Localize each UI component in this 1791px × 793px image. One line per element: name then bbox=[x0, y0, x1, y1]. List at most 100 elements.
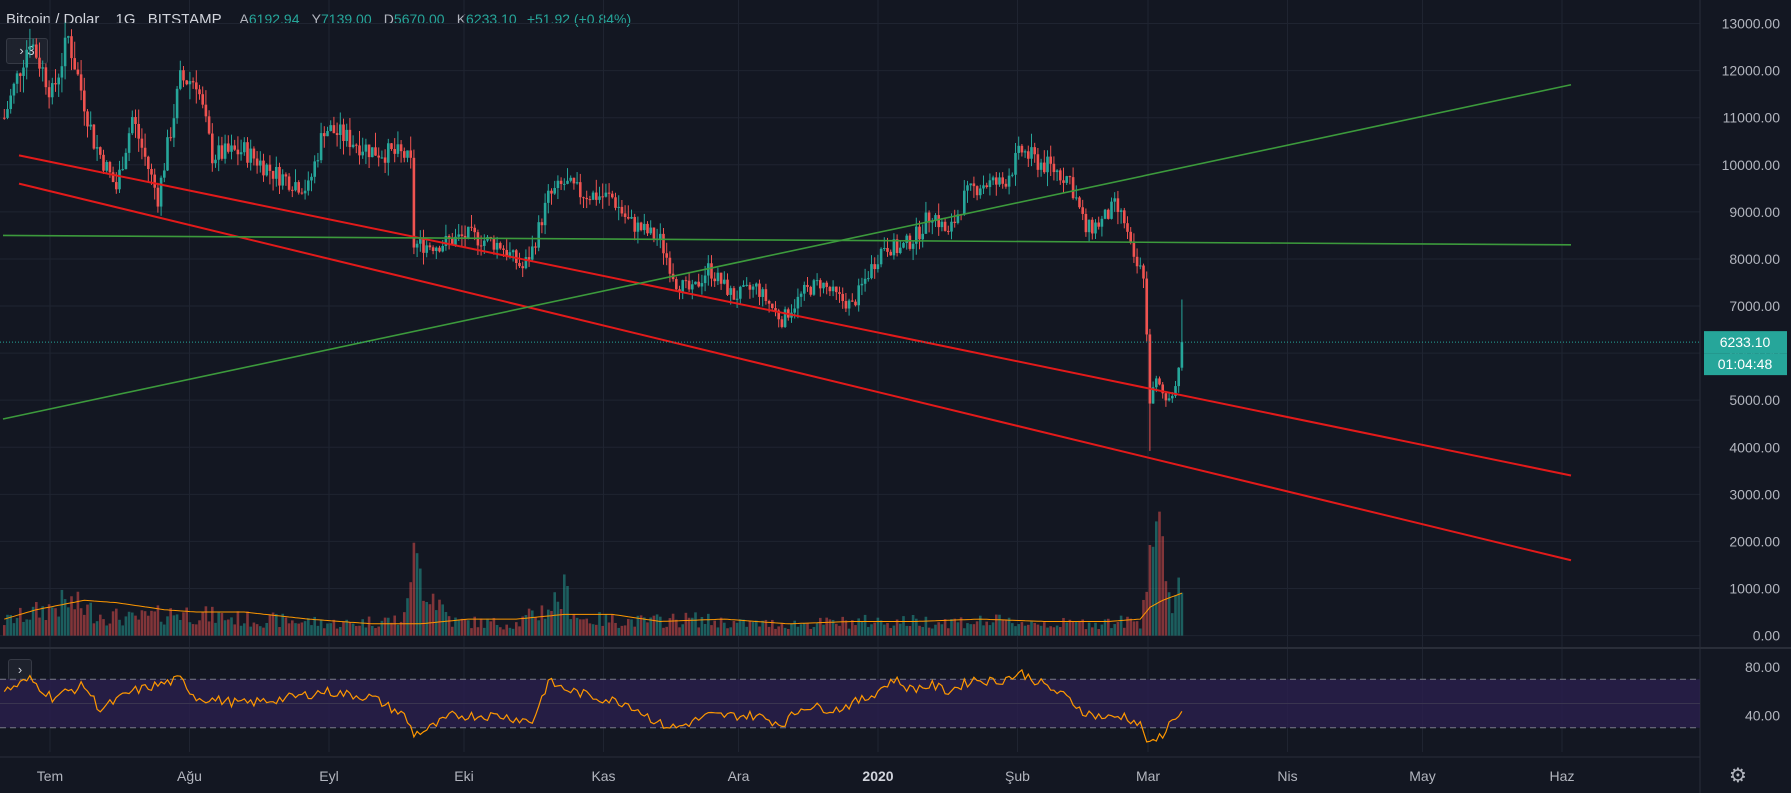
candle-body bbox=[374, 147, 377, 156]
candle-body bbox=[76, 69, 80, 75]
volume-bar bbox=[214, 622, 217, 636]
volume-bar bbox=[217, 612, 220, 636]
volume-bar bbox=[703, 623, 707, 636]
candlestick-series bbox=[3, 22, 1184, 451]
candle-body bbox=[518, 262, 521, 267]
volume-bar bbox=[876, 617, 880, 636]
candle-body bbox=[684, 280, 688, 282]
volume-bar bbox=[278, 627, 281, 636]
volume-bar bbox=[454, 617, 457, 636]
candle-body bbox=[1017, 145, 1020, 153]
rsi-toggle-button[interactable]: › bbox=[8, 659, 32, 681]
volume-bar bbox=[783, 627, 787, 636]
candle-body bbox=[1139, 265, 1142, 267]
volume-bar bbox=[297, 623, 300, 636]
candle-body bbox=[252, 148, 256, 159]
trend-lines[interactable] bbox=[0, 83, 1700, 562]
volume-bar bbox=[230, 617, 233, 636]
candle-body bbox=[159, 177, 163, 207]
candle-body bbox=[364, 144, 368, 152]
volume-bar bbox=[1087, 622, 1091, 636]
candle-body bbox=[633, 217, 636, 232]
volume-bar bbox=[719, 617, 723, 636]
candle-body bbox=[422, 238, 425, 253]
candle-body bbox=[166, 137, 169, 171]
volume-bar bbox=[633, 626, 636, 636]
candle-body bbox=[732, 288, 736, 300]
volume-bar bbox=[803, 623, 806, 636]
candle-body bbox=[310, 176, 313, 181]
candle-body bbox=[745, 284, 748, 286]
volume-bar bbox=[1052, 627, 1056, 636]
volume-bar bbox=[895, 619, 899, 636]
candle-body bbox=[28, 46, 32, 50]
candle-body bbox=[348, 129, 352, 148]
candle-body bbox=[575, 182, 579, 184]
volume-bar bbox=[1071, 621, 1075, 636]
volume-bar bbox=[863, 614, 867, 636]
volume-bar bbox=[739, 619, 742, 636]
volume-bar bbox=[147, 615, 150, 636]
volume-bar bbox=[1033, 622, 1036, 636]
candle-body bbox=[185, 80, 188, 85]
candle-body bbox=[511, 250, 515, 253]
volume-bar bbox=[671, 613, 675, 636]
volume-bar bbox=[911, 615, 915, 636]
candle-body bbox=[19, 73, 22, 76]
volume-bar bbox=[201, 612, 204, 636]
candle-body bbox=[835, 286, 838, 293]
candle-body bbox=[751, 286, 755, 290]
volume-bar bbox=[767, 626, 771, 636]
candle-body bbox=[991, 177, 995, 181]
candle-body bbox=[540, 222, 544, 226]
candle-body bbox=[1059, 170, 1062, 181]
candle-body bbox=[995, 177, 998, 185]
candle-body bbox=[1011, 174, 1014, 176]
candle-body bbox=[204, 104, 208, 117]
volume-bar bbox=[390, 622, 393, 636]
gear-icon[interactable]: ⚙ bbox=[1729, 765, 1747, 787]
candle-body bbox=[579, 182, 582, 198]
volume-bar bbox=[777, 626, 780, 636]
ohlc-open: A6192.94 bbox=[240, 11, 300, 27]
candle-body bbox=[367, 144, 371, 158]
volume-bar bbox=[134, 615, 137, 636]
volume-bar bbox=[79, 608, 83, 636]
candle-body bbox=[809, 286, 812, 295]
candle-body bbox=[617, 206, 620, 208]
candle-body bbox=[393, 149, 396, 154]
candle-body bbox=[246, 142, 249, 163]
candle-body bbox=[415, 243, 419, 248]
candle-body bbox=[383, 157, 387, 163]
candle-body bbox=[463, 235, 467, 239]
candle-body bbox=[323, 133, 326, 137]
candle-body bbox=[1174, 386, 1177, 396]
candle-body bbox=[329, 125, 332, 132]
volume-bar bbox=[236, 611, 240, 636]
candle-body bbox=[390, 143, 393, 150]
candle-body bbox=[620, 206, 624, 214]
candle-body bbox=[211, 133, 214, 164]
volume-bar bbox=[825, 617, 828, 636]
volume-bar bbox=[44, 620, 48, 636]
volume-bar bbox=[345, 619, 348, 636]
candle-body bbox=[611, 193, 614, 198]
price-tick-label: 4000.00 bbox=[1729, 439, 1780, 455]
candle-body bbox=[1001, 177, 1004, 184]
candle-body bbox=[191, 81, 195, 83]
candle-body bbox=[870, 264, 873, 279]
red-trend-line bbox=[18, 154, 1572, 477]
volume-bar bbox=[1049, 626, 1052, 636]
volume-bar bbox=[787, 628, 790, 636]
candle-body bbox=[358, 145, 361, 156]
candle-body bbox=[313, 161, 316, 177]
volume-bar bbox=[1180, 592, 1184, 636]
volume-bar bbox=[124, 616, 128, 636]
volume-bar bbox=[70, 596, 73, 636]
volume-bar bbox=[476, 627, 480, 636]
candle-body bbox=[838, 292, 841, 294]
candle-body bbox=[268, 164, 272, 171]
volume-bar bbox=[287, 623, 291, 636]
volume-bar bbox=[108, 623, 112, 636]
